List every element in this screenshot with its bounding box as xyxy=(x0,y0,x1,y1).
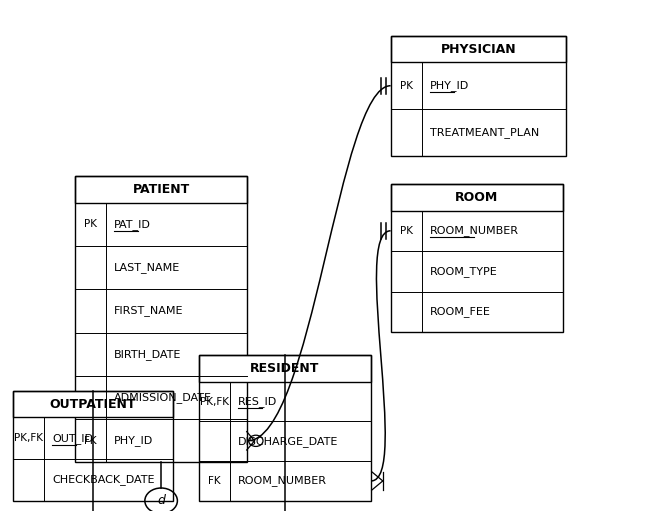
Bar xyxy=(13,391,173,501)
Text: FK: FK xyxy=(84,436,97,446)
Text: PAT_ID: PAT_ID xyxy=(114,219,151,230)
Text: BIRTH_DATE: BIRTH_DATE xyxy=(114,349,181,360)
Bar xyxy=(13,391,173,417)
Text: FK: FK xyxy=(208,476,221,486)
Text: PATIENT: PATIENT xyxy=(133,183,189,196)
Text: LAST_NAME: LAST_NAME xyxy=(114,262,180,273)
Text: d: d xyxy=(157,494,165,507)
Text: PHYSICIAN: PHYSICIAN xyxy=(441,42,516,56)
Text: CHECKBACK_DATE: CHECKBACK_DATE xyxy=(52,475,154,485)
Text: PK: PK xyxy=(84,220,97,229)
Text: OUTPATIENT: OUTPATIENT xyxy=(49,398,136,411)
Text: OUT_ID: OUT_ID xyxy=(52,433,93,444)
Bar xyxy=(391,36,566,62)
Text: ROOM: ROOM xyxy=(455,191,499,204)
Text: FIRST_NAME: FIRST_NAME xyxy=(114,306,184,316)
Text: PK,FK: PK,FK xyxy=(200,397,229,407)
Text: ROOM_NUMBER: ROOM_NUMBER xyxy=(238,475,327,486)
Text: PHY_ID: PHY_ID xyxy=(114,435,153,446)
Text: ADMISSION_DATE: ADMISSION_DATE xyxy=(114,392,212,403)
Text: ROOM_TYPE: ROOM_TYPE xyxy=(430,266,497,277)
Text: PK: PK xyxy=(400,226,413,236)
Bar xyxy=(75,176,247,203)
Bar xyxy=(199,355,371,382)
Text: TREATMEANT_PLAN: TREATMEANT_PLAN xyxy=(430,127,539,138)
Text: ROOM_NUMBER: ROOM_NUMBER xyxy=(430,225,519,236)
Text: RESIDENT: RESIDENT xyxy=(250,362,320,375)
Text: DISCHARGE_DATE: DISCHARGE_DATE xyxy=(238,436,338,447)
Text: ROOM_FEE: ROOM_FEE xyxy=(430,307,491,317)
Bar xyxy=(199,355,371,501)
Bar xyxy=(391,36,566,156)
Bar xyxy=(391,184,563,332)
Text: PK,FK: PK,FK xyxy=(14,433,43,444)
Bar xyxy=(391,184,563,211)
Bar xyxy=(75,176,247,462)
Text: PK: PK xyxy=(400,81,413,91)
Text: PHY_ID: PHY_ID xyxy=(430,80,469,91)
Text: RES_ID: RES_ID xyxy=(238,396,277,407)
